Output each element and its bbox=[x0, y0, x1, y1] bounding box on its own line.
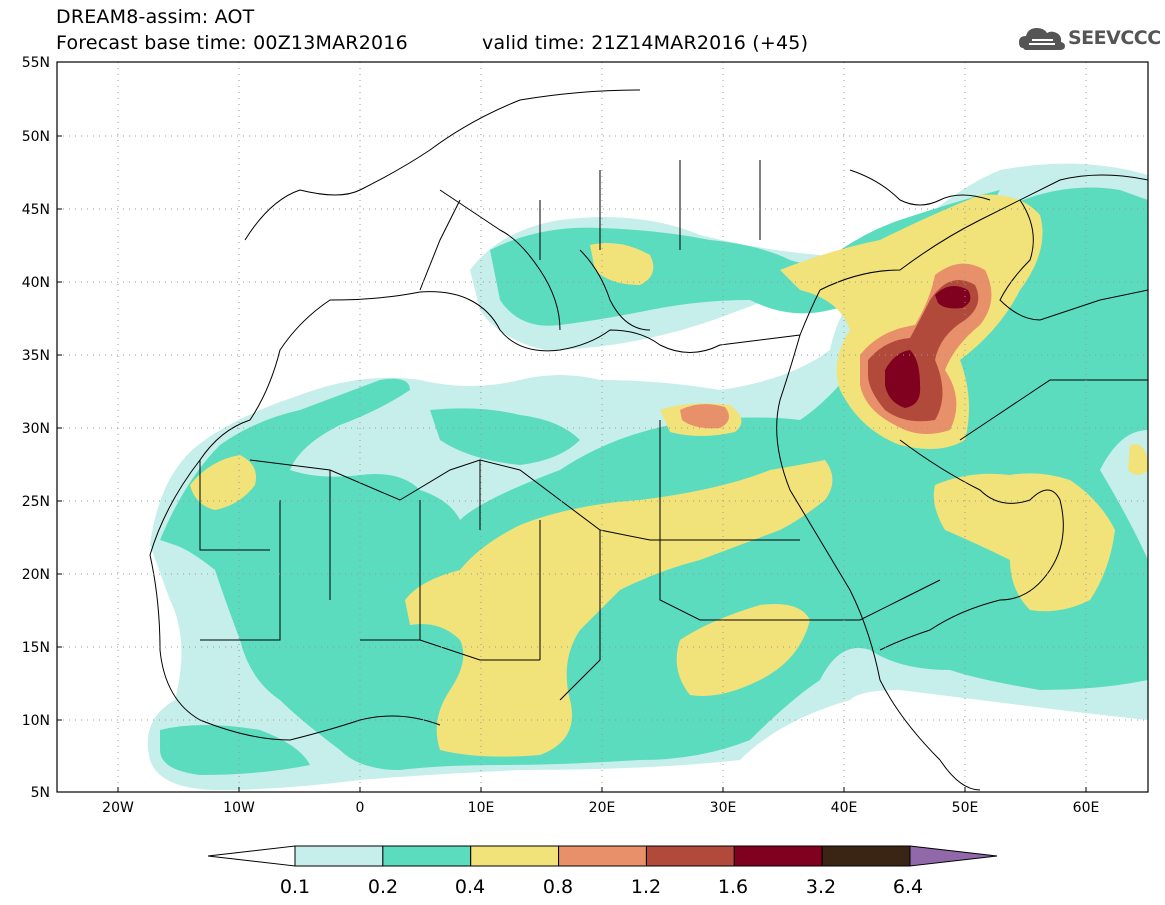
lon-label-30e: 30E bbox=[710, 800, 737, 816]
lat-label-55n: 55N bbox=[22, 55, 50, 71]
colorbar-arrow-high bbox=[909, 845, 998, 867]
colorbar-swatch bbox=[558, 845, 647, 867]
aot-level-0.4 bbox=[190, 194, 1148, 757]
logo-text: SEEVCCC bbox=[1068, 27, 1161, 49]
colorbar-label-3.2: 3.2 bbox=[806, 876, 836, 898]
lon-label-10w: 10W bbox=[223, 800, 255, 816]
lat-labels: 55N 50N 45N 40N 35N 30N 25N 20N 15N 10N … bbox=[22, 55, 50, 801]
colorbar-swatch bbox=[821, 845, 911, 867]
colorbar-swatch bbox=[382, 845, 472, 867]
colorbar-label-0.8: 0.8 bbox=[543, 876, 573, 898]
colorbar bbox=[207, 845, 998, 867]
colorbar-swatch bbox=[733, 845, 823, 867]
lat-label-40n: 40N bbox=[22, 275, 50, 291]
colorbar-swatch bbox=[470, 845, 560, 867]
lon-label-0: 0 bbox=[356, 800, 365, 816]
valid-time: valid time: 21Z14MAR2016 (+45) bbox=[482, 32, 809, 54]
colorbar-swatch bbox=[645, 845, 735, 867]
lon-label-20w: 20W bbox=[102, 800, 134, 816]
lon-label-20e: 20E bbox=[589, 800, 616, 816]
colorbar-label-1.2: 1.2 bbox=[631, 876, 661, 898]
coastlines-borders bbox=[149, 89, 1148, 791]
aot-field bbox=[147, 163, 1148, 791]
lat-label-45n: 45N bbox=[22, 202, 50, 218]
lat-label-10n: 10N bbox=[22, 713, 50, 729]
lat-label-30n: 30N bbox=[22, 421, 50, 437]
aot-level-1.6 bbox=[885, 286, 971, 408]
cloud-logo-icon bbox=[1019, 28, 1065, 50]
lon-label-10e: 10E bbox=[468, 800, 495, 816]
colorbar-label-6.4: 6.4 bbox=[893, 876, 923, 898]
lat-label-5n: 5N bbox=[31, 785, 50, 801]
colorbar-arrow-low bbox=[207, 845, 296, 867]
lon-labels: 20W 10W 0 10E 20E 30E 40E 50E 60E bbox=[102, 800, 1099, 816]
colorbar-swatch bbox=[294, 845, 384, 867]
lat-label-20n: 20N bbox=[22, 567, 50, 583]
colorbar-label-0.2: 0.2 bbox=[368, 876, 398, 898]
lon-label-60e: 60E bbox=[1073, 800, 1100, 816]
colorbar-labels: 0.1 0.2 0.4 0.8 1.2 1.6 3.2 6.4 bbox=[280, 876, 923, 898]
product-title: DREAM8-assim: AOT bbox=[56, 6, 255, 28]
lat-label-35n: 35N bbox=[22, 348, 50, 364]
lon-label-50e: 50E bbox=[952, 800, 979, 816]
colorbar-label-0.4: 0.4 bbox=[455, 876, 485, 898]
colorbar-label-1.6: 1.6 bbox=[718, 876, 748, 898]
lon-label-40e: 40E bbox=[831, 800, 858, 816]
lat-label-25n: 25N bbox=[22, 494, 50, 510]
axis-ticks bbox=[57, 61, 1087, 793]
lat-label-15n: 15N bbox=[22, 640, 50, 656]
forecast-base-time: Forecast base time: 00Z13MAR2016 bbox=[56, 32, 408, 54]
colorbar-label-0.1: 0.1 bbox=[280, 876, 310, 898]
lat-label-50n: 50N bbox=[22, 129, 50, 145]
